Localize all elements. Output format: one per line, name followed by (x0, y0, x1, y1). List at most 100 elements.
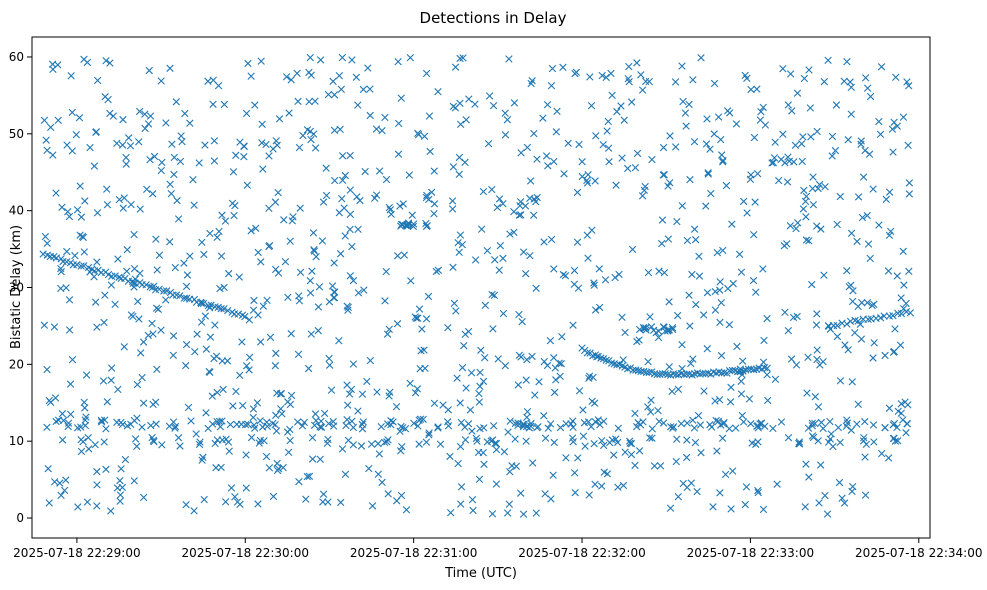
detection-point (500, 448, 509, 456)
detection-point (335, 336, 343, 345)
detection-point (506, 468, 514, 476)
detection-point (763, 364, 771, 372)
detection-point (695, 272, 704, 280)
detection-point (817, 418, 826, 427)
detection-point (722, 181, 731, 190)
detection-point (287, 76, 295, 84)
detection-point (901, 398, 909, 406)
detection-point (468, 427, 476, 435)
detection-point (71, 251, 79, 260)
detection-point (697, 54, 705, 62)
detection-point (417, 347, 425, 355)
detection-point (805, 473, 813, 481)
chart-title: Detections in Delay (420, 9, 567, 27)
detection-point (170, 170, 178, 179)
detection-point (205, 367, 213, 376)
detection-point (854, 193, 863, 201)
detection-point (455, 170, 463, 179)
detection-point (574, 454, 582, 462)
detection-point (813, 222, 821, 230)
detection-point (552, 128, 561, 136)
detection-point (232, 151, 240, 160)
detection-point (43, 146, 51, 154)
detection-point (759, 265, 767, 273)
detection-point (595, 265, 603, 273)
detection-point (533, 155, 541, 163)
detection-point (430, 399, 439, 407)
detection-point (632, 366, 640, 374)
detection-point (678, 340, 686, 349)
detection-point (67, 72, 75, 80)
detection-point (284, 293, 292, 301)
detection-point (587, 101, 596, 110)
detection-point (287, 330, 295, 338)
detection-point (820, 271, 828, 279)
detection-point (257, 57, 265, 65)
detection-point (68, 355, 77, 364)
detection-point (631, 163, 640, 172)
detection-point (614, 483, 622, 491)
detection-point (593, 353, 601, 361)
detection-point (58, 410, 67, 418)
detection-point (381, 297, 389, 305)
detection-point (540, 357, 548, 366)
detection-point (885, 231, 894, 240)
detection-point (130, 230, 138, 239)
detection-point (899, 304, 908, 313)
detection-point (737, 377, 745, 385)
detection-point (406, 53, 415, 62)
detection-point (169, 418, 178, 426)
detection-point (277, 405, 285, 413)
detection-point (884, 267, 893, 275)
detection-point (614, 424, 623, 432)
detection-point (430, 200, 439, 208)
detection-point (546, 337, 555, 345)
detection-point (709, 503, 717, 511)
detection-point (344, 436, 353, 445)
detection-point (224, 438, 233, 446)
detection-point (280, 216, 288, 224)
detection-point (600, 468, 608, 476)
detection-point (599, 417, 608, 425)
detection-point (604, 117, 612, 126)
detection-point (257, 258, 265, 266)
detection-point (407, 277, 415, 285)
detection-point (146, 155, 154, 164)
detection-point (208, 392, 216, 400)
detection-point (254, 248, 262, 257)
detection-point (866, 92, 875, 101)
detection-point (869, 354, 877, 362)
detection-point (857, 137, 865, 145)
detection-point (749, 276, 758, 285)
detection-point (627, 98, 636, 106)
detection-point (814, 403, 823, 411)
detection-point (841, 341, 849, 349)
detection-point (150, 282, 158, 290)
detection-point (461, 330, 469, 339)
detection-point (153, 365, 161, 373)
detection-point (595, 303, 604, 312)
detection-point (864, 315, 872, 323)
detection-point (387, 210, 395, 218)
detection-point (696, 421, 705, 429)
detection-point (590, 281, 598, 289)
detection-point (446, 452, 454, 461)
detection-point (44, 464, 52, 473)
detection-point (824, 322, 833, 330)
detection-point (602, 73, 610, 82)
detection-point (356, 196, 364, 205)
detection-point (396, 202, 404, 210)
detection-point (527, 79, 535, 88)
detection-point (414, 422, 422, 430)
detection-point (176, 157, 185, 166)
detection-point (527, 419, 535, 428)
detection-point (338, 445, 347, 453)
detection-point (425, 429, 433, 437)
detection-point (133, 380, 142, 389)
detection-point (127, 420, 135, 428)
detection-point (311, 410, 320, 418)
detection-point (254, 500, 262, 508)
detection-point (103, 398, 111, 406)
detection-point (462, 384, 470, 392)
detection-point (392, 402, 401, 411)
